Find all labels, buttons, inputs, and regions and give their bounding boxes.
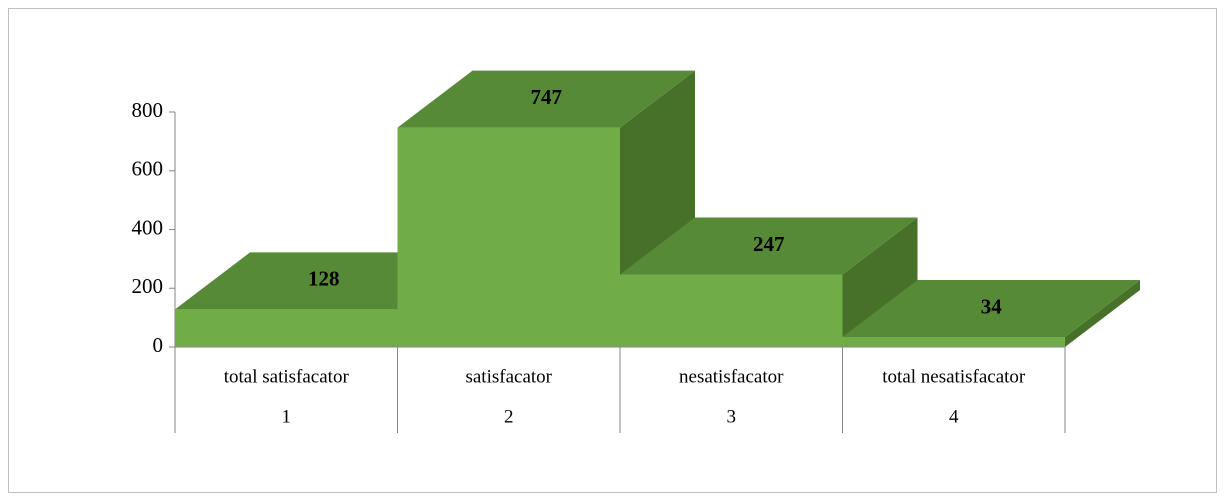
data-label: 34 — [981, 294, 1003, 318]
y-tick-label: 400 — [132, 215, 164, 239]
bar-front — [842, 337, 1065, 347]
bar-top — [620, 217, 918, 275]
x-group-label: 1 — [282, 406, 292, 427]
x-group-label: 3 — [727, 406, 737, 427]
y-tick-label: 600 — [132, 157, 164, 181]
bar-top — [397, 70, 695, 128]
y-tick-label: 200 — [132, 274, 164, 298]
data-label: 747 — [531, 85, 563, 109]
x-group-label: 4 — [949, 406, 959, 427]
x-tick-label: total satisfacator — [224, 366, 350, 387]
data-label: 128 — [308, 267, 340, 291]
bar-top — [842, 280, 1140, 338]
y-tick-label: 0 — [153, 333, 164, 357]
x-group-label: 2 — [504, 406, 514, 427]
data-label: 247 — [753, 232, 785, 256]
x-tick-label: total nesatisfacator — [882, 366, 1026, 387]
bar-side — [1065, 280, 1140, 347]
bar-front — [175, 309, 398, 347]
bar-front — [620, 274, 843, 347]
x-tick-label: nesatisfacator — [679, 366, 784, 387]
bar-front — [397, 127, 620, 347]
bar-side — [842, 217, 918, 347]
x-tick-label: satisfacator — [465, 366, 552, 387]
y-tick-label: 800 — [132, 98, 164, 122]
